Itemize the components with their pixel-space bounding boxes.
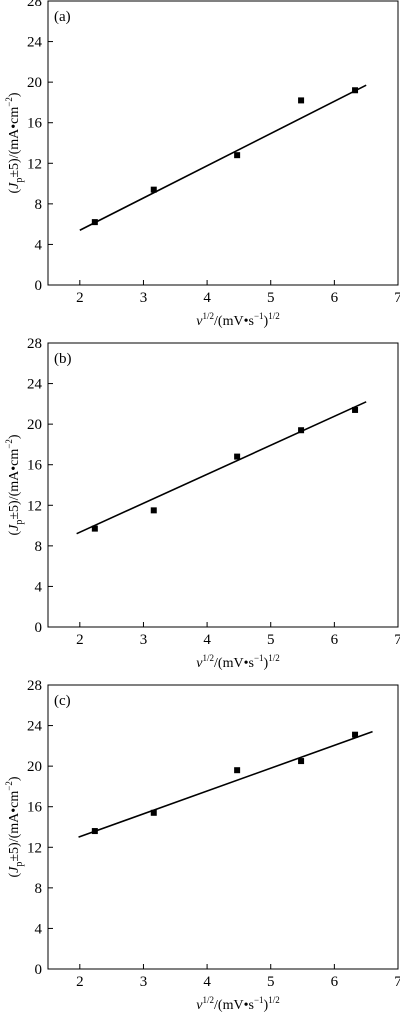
data-point	[298, 758, 305, 765]
data-point	[352, 406, 359, 413]
y-tick-label: 16	[27, 116, 43, 132]
data-point	[150, 809, 157, 816]
y-axis-title: (Jp±5)/(mA•cm−2)	[4, 92, 25, 193]
y-tick-label: 28	[27, 336, 42, 352]
fit-line	[79, 84, 367, 231]
data-point	[352, 87, 359, 94]
x-tick-label: 2	[76, 632, 84, 648]
y-tick-label: 20	[27, 417, 42, 433]
chart-panel-2: 2 3 4 5 6 7 0 4 8 12 16 20 24 28 (b) (Jp±5)/(mA•cm−2) v1…	[4, 336, 400, 671]
x-tick-label: 7	[394, 974, 400, 990]
panel-label: (a)	[54, 9, 71, 25]
x-tick-label: 5	[267, 290, 275, 306]
fit-line	[76, 401, 367, 535]
y-axis-title: (Jp±5)/(mA•cm−2)	[4, 434, 25, 535]
data-point	[150, 507, 157, 514]
x-tick-label: 6	[331, 974, 339, 990]
x-tick-label: 3	[140, 974, 148, 990]
y-tick-label: 0	[35, 278, 43, 294]
y-tick-label: 28	[27, 678, 42, 694]
data-point	[352, 731, 359, 738]
y-tick-label: 0	[35, 620, 43, 636]
data-point	[91, 525, 98, 532]
x-tick-label: 2	[76, 974, 84, 990]
y-tick-label: 12	[27, 156, 42, 172]
y-tick-label: 16	[27, 458, 43, 474]
plot-frame	[47, 342, 399, 628]
y-tick-label: 8	[35, 197, 43, 213]
y-tick-label: 4	[35, 237, 43, 253]
x-tick-label: 6	[331, 290, 339, 306]
panel-label: (b)	[54, 351, 72, 367]
y-tick-label: 16	[27, 800, 43, 816]
y-axis-title: (Jp±5)/(mA•cm−2)	[4, 776, 25, 877]
x-axis-title: v1/2/(mV•s−1)1/2	[196, 311, 279, 329]
y-tick-label: 8	[35, 539, 43, 555]
fit-line	[78, 730, 373, 838]
data-point	[91, 828, 98, 835]
data-point	[298, 97, 305, 104]
y-tick-label: 4	[35, 579, 43, 595]
data-point	[91, 219, 98, 226]
x-tick-label: 4	[203, 632, 211, 648]
y-tick-label: 24	[27, 719, 43, 735]
y-tick-label: 24	[27, 377, 43, 393]
x-tick-label: 6	[331, 632, 339, 648]
y-tick-label: 24	[27, 35, 43, 51]
x-tick-label: 5	[267, 632, 275, 648]
y-tick-label: 0	[35, 962, 43, 978]
x-tick-label: 7	[394, 290, 400, 306]
x-tick-label: 4	[203, 290, 211, 306]
y-tick-label: 20	[27, 759, 42, 775]
panel-label: (c)	[54, 693, 71, 709]
plot-frame	[47, 0, 399, 286]
x-tick-label: 7	[394, 632, 400, 648]
data-point	[234, 453, 241, 460]
data-point	[234, 767, 241, 774]
data-point	[150, 186, 157, 193]
x-tick-label: 5	[267, 974, 275, 990]
x-axis-title: v1/2/(mV•s−1)1/2	[196, 995, 279, 1013]
plot-frame	[47, 684, 399, 970]
y-tick-label: 8	[35, 881, 43, 897]
y-tick-label: 12	[27, 498, 42, 514]
chart-panel-3: 2 3 4 5 6 7 0 4 8 12 16 20 24 28 (c) (Jp±5)/(mA•cm−2) v1…	[4, 678, 400, 1013]
y-tick-label: 20	[27, 75, 42, 91]
x-tick-label: 2	[76, 290, 84, 306]
chart-panel-1: 2 3 4 5 6 7 0 4 8 12 16 20 24 28 (a) (Jp±5)/(mA•cm−2) v1…	[4, 0, 400, 329]
x-tick-label: 4	[203, 974, 211, 990]
data-point	[298, 427, 305, 434]
y-tick-label: 28	[27, 0, 42, 10]
data-point	[234, 152, 241, 159]
y-tick-label: 4	[35, 921, 43, 937]
x-axis-title: v1/2/(mV•s−1)1/2	[196, 653, 279, 671]
x-tick-label: 3	[140, 632, 148, 648]
x-tick-label: 3	[140, 290, 148, 306]
y-tick-label: 12	[27, 840, 42, 856]
